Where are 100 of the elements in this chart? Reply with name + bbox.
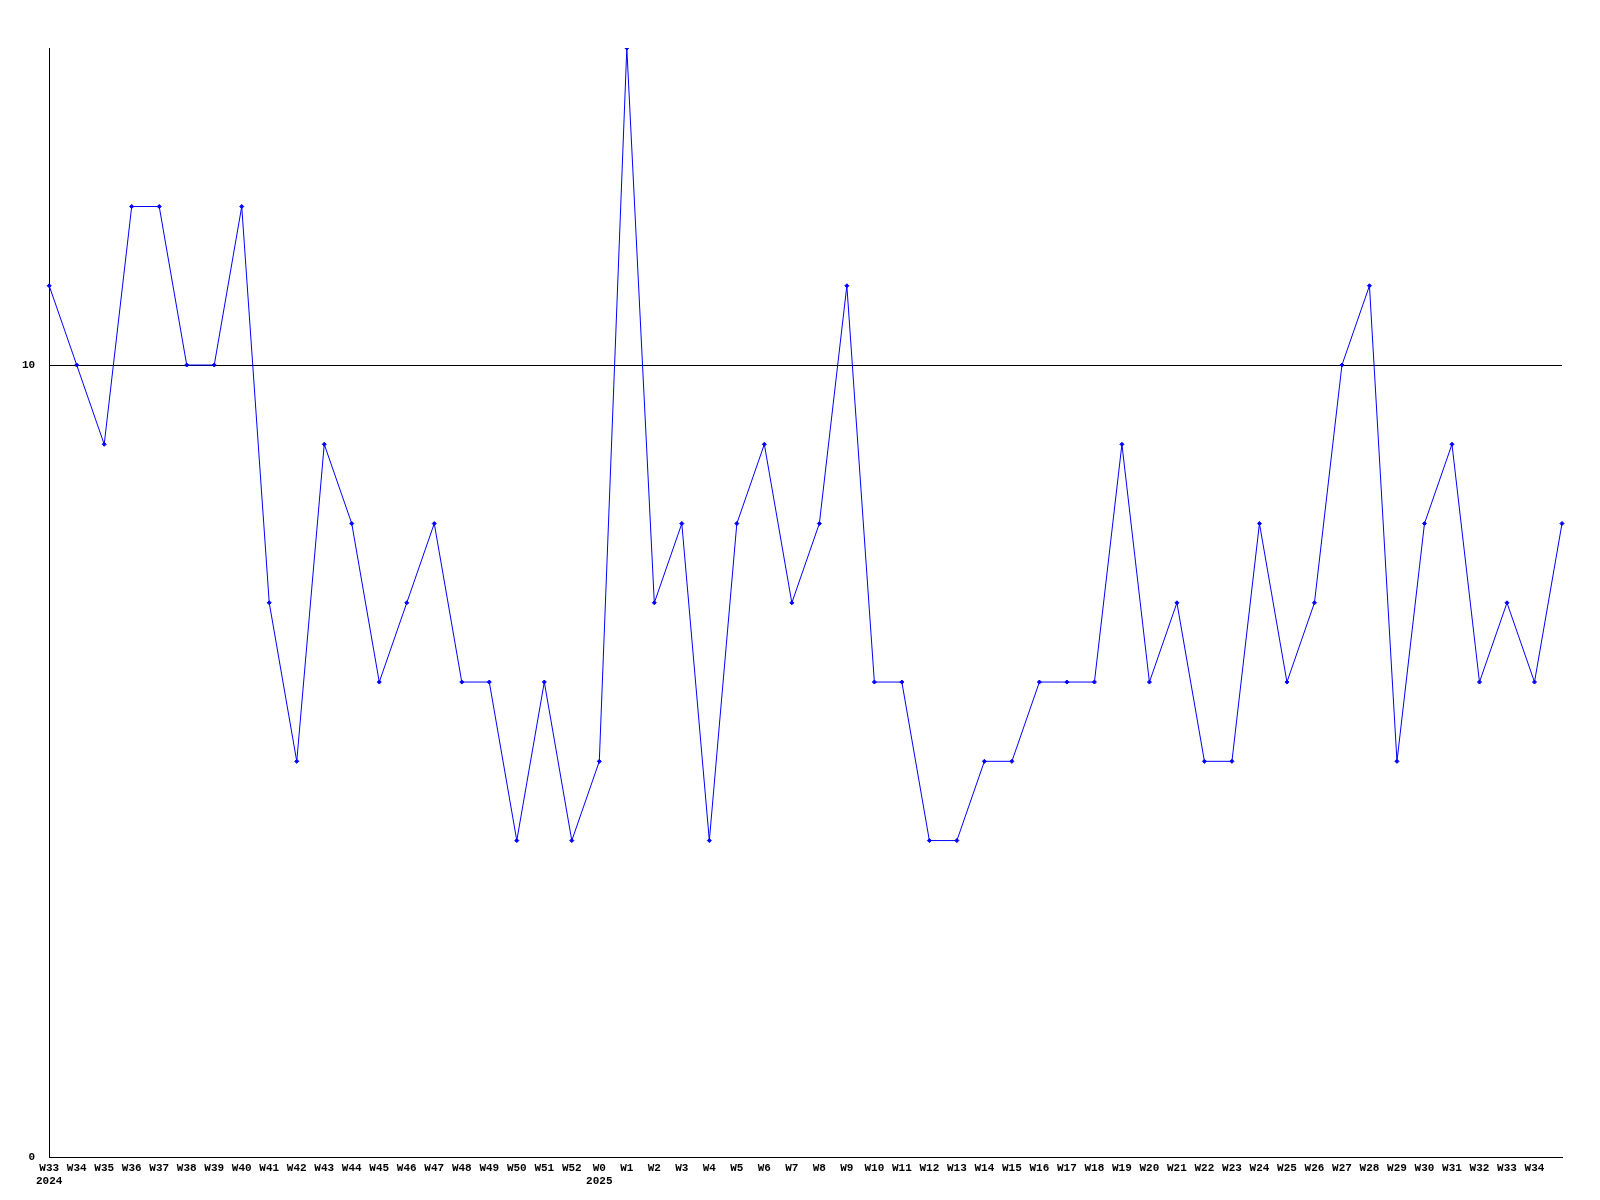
- point: [376, 679, 382, 685]
- x-tick-label: W32: [1469, 1161, 1490, 1174]
- x-tick-label: W19: [1112, 1161, 1132, 1174]
- point: [1311, 600, 1317, 606]
- point: [679, 521, 685, 527]
- point: [651, 600, 657, 606]
- x-tick-label: W33 2024: [36, 1161, 63, 1188]
- x-tick-label: W3: [675, 1161, 689, 1174]
- point: [129, 204, 135, 210]
- x-tick-label: W33: [1497, 1161, 1518, 1174]
- x-tick-label: W36: [121, 1161, 142, 1174]
- point: [1366, 283, 1372, 289]
- point: [1064, 679, 1070, 685]
- x-tick-label: W52: [561, 1161, 582, 1174]
- point: [706, 838, 712, 844]
- x-tick-label: W26: [1304, 1161, 1325, 1174]
- x-tick-label: W23: [1222, 1161, 1243, 1174]
- point: [1421, 521, 1427, 527]
- x-tick-label: W20: [1139, 1161, 1160, 1174]
- point: [211, 362, 217, 368]
- x-tick-label: W40: [231, 1161, 252, 1174]
- x-tick-label: W13: [946, 1161, 968, 1174]
- point: [184, 362, 190, 368]
- x-tick-label: W5: [730, 1161, 744, 1174]
- point: [734, 521, 740, 527]
- point: [1229, 758, 1235, 764]
- point: [431, 521, 437, 527]
- x-tick-label: W41: [259, 1161, 280, 1174]
- point: [1036, 679, 1042, 685]
- x-tick-label: W45: [369, 1161, 390, 1174]
- point: [1174, 600, 1180, 606]
- x-tick-label: W38: [176, 1161, 198, 1174]
- point: [486, 679, 492, 685]
- x-tick-label: W47: [424, 1161, 445, 1174]
- point: [1146, 679, 1152, 685]
- x-tick-label: W11: [891, 1161, 913, 1174]
- x-tick-label: W43: [314, 1161, 335, 1174]
- x-tick-label: W16: [1029, 1161, 1050, 1174]
- x-tick-label: W15: [1001, 1161, 1023, 1174]
- point: [266, 600, 272, 606]
- x-tick-label: W34: [1524, 1161, 1545, 1174]
- point: [1449, 441, 1455, 447]
- x-tick-label: W34: [66, 1161, 87, 1174]
- x-tick-label: W8: [812, 1161, 827, 1174]
- point: [1532, 679, 1537, 685]
- point: [294, 758, 300, 764]
- point: [1559, 521, 1565, 527]
- point: [1091, 679, 1097, 685]
- x-tick-label: W4: [702, 1161, 717, 1174]
- x-tick-label: W0 2025: [586, 1161, 613, 1188]
- x-tick-label: W29: [1387, 1161, 1407, 1174]
- point: [321, 441, 327, 447]
- x-tick-label: W7: [785, 1161, 799, 1174]
- x-tick-label: W39: [204, 1161, 225, 1174]
- x-tick-label: W27: [1332, 1161, 1352, 1174]
- point: [926, 838, 932, 844]
- point: [101, 441, 107, 447]
- x-tick-label: W44: [341, 1161, 363, 1174]
- y-tick-label: 0: [28, 1151, 36, 1164]
- x-tick-label: W35: [94, 1161, 115, 1174]
- x-tick-label: W31: [1442, 1161, 1463, 1174]
- point: [404, 600, 410, 606]
- point: [1504, 600, 1510, 606]
- x-tick-label: W1: [620, 1161, 634, 1174]
- x-tick-label: W30: [1414, 1161, 1435, 1174]
- point: [789, 600, 795, 606]
- point: [569, 838, 575, 844]
- x-tick-label: W42: [286, 1161, 307, 1174]
- point: [74, 362, 80, 368]
- point: [239, 204, 245, 210]
- point: [761, 441, 767, 447]
- x-tick-label: W2: [647, 1161, 661, 1174]
- point: [954, 838, 960, 844]
- x-tick-label: W48: [451, 1161, 473, 1174]
- point: [1394, 758, 1400, 764]
- point: [899, 679, 905, 685]
- x-tick-label: W14: [974, 1161, 995, 1174]
- point: [816, 521, 822, 527]
- x-tick-label: W46: [396, 1161, 417, 1174]
- point: [541, 679, 547, 685]
- x-tick-label: W37: [149, 1161, 170, 1174]
- x-tick-label: W17: [1057, 1161, 1077, 1174]
- point: [1256, 521, 1262, 527]
- x-tick-label: W51: [534, 1161, 555, 1174]
- point: [46, 283, 52, 289]
- x-tick-label: W50: [506, 1161, 527, 1174]
- point: [596, 758, 602, 764]
- point: [514, 838, 520, 844]
- point: [981, 758, 987, 764]
- point: [1284, 679, 1290, 685]
- point: [459, 679, 465, 685]
- point: [1119, 441, 1125, 447]
- x-tick-label: W9: [840, 1161, 854, 1174]
- x-tick-label: W10: [864, 1161, 885, 1174]
- y-tick-label: 10: [22, 358, 36, 371]
- point: [1009, 758, 1015, 764]
- x-tick-label: W12: [919, 1161, 940, 1174]
- x-tick-label: W22: [1194, 1161, 1215, 1174]
- x-tick-label: W6: [757, 1161, 771, 1174]
- x-tick-label: W24: [1249, 1161, 1270, 1174]
